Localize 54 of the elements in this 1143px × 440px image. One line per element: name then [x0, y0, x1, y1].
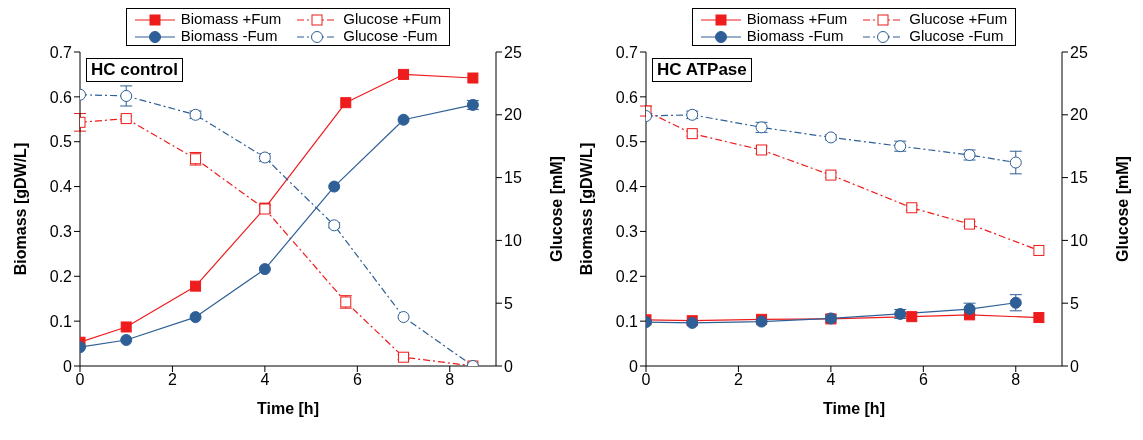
x-tick-label: 8 — [445, 371, 455, 389]
y2-tick-label: 10 — [1070, 232, 1088, 250]
y-tick-label: 0.4 — [615, 178, 639, 196]
y2-tick-label: 0 — [1070, 357, 1079, 375]
x-tick-label: 2 — [733, 371, 743, 389]
y-tick-label: 0.4 — [49, 178, 73, 196]
y2-axis-title: Glucose [mM] — [547, 156, 565, 262]
y-tick-label: 0.6 — [49, 88, 73, 106]
x-tick-label: 8 — [1011, 371, 1021, 389]
x-tick-label: 0 — [641, 371, 651, 389]
y-axis-title: Biomass [gDW/L] — [11, 142, 29, 276]
y2-tick-label: 0 — [504, 357, 513, 375]
y-tick-label: 0.6 — [615, 88, 639, 106]
y-tick-label: 0.3 — [615, 223, 639, 241]
legend-label: Glucose -Fum — [908, 27, 1005, 45]
y2-tick-label: 5 — [504, 294, 513, 312]
y-tick-label: 0.7 — [49, 43, 73, 61]
y-tick-label: 0.5 — [615, 133, 639, 151]
x-tick-label: 6 — [918, 371, 928, 389]
y-tick-label: 0 — [629, 357, 639, 375]
text: HC control — [86, 58, 183, 83]
y-tick-label: 0 — [63, 357, 73, 375]
y-tick-label: 0.5 — [49, 133, 73, 151]
legend-label: Biomass +Fum — [179, 10, 282, 28]
x-tick-label: 2 — [167, 371, 177, 389]
y2-tick-label: 15 — [1070, 169, 1088, 187]
y2-tick-label: 25 — [1070, 43, 1088, 61]
x-tick-label: 0 — [75, 371, 85, 389]
y2-tick-label: 5 — [1070, 294, 1079, 312]
y2-tick-label: 20 — [1070, 106, 1088, 124]
y2-axis-title: Glucose [mM] — [1113, 156, 1131, 262]
legend-label: Biomass -Fum — [179, 27, 279, 45]
y2-tick-label: 20 — [504, 106, 522, 124]
y-tick-label: 0.2 — [615, 268, 639, 286]
legend-label: Glucose +Fum — [342, 10, 442, 28]
x-tick-label: 6 — [352, 371, 362, 389]
y-tick-label: 0.2 — [49, 268, 73, 286]
y2-tick-label: 10 — [504, 232, 522, 250]
y-tick-label: 0.3 — [49, 223, 73, 241]
y-tick-label: 0.1 — [615, 312, 639, 330]
x-tick-label: 4 — [260, 371, 270, 389]
legend-label: Glucose -Fum — [342, 27, 439, 45]
legend-label: Glucose +Fum — [908, 10, 1008, 28]
x-tick-label: 4 — [826, 371, 836, 389]
text: HC ATPase — [652, 58, 752, 83]
y-axis-title: Biomass [gDW/L] — [577, 142, 595, 276]
y2-tick-label: 15 — [504, 169, 522, 187]
y2-tick-label: 25 — [504, 43, 522, 61]
x-axis-title: Time [h] — [257, 400, 319, 418]
legend-label: Biomass +Fum — [745, 10, 848, 28]
x-axis-title: Time [h] — [823, 400, 885, 418]
y-tick-label: 0.1 — [49, 312, 73, 330]
y-tick-label: 0.7 — [615, 43, 639, 61]
legend-label: Biomass -Fum — [745, 27, 845, 45]
